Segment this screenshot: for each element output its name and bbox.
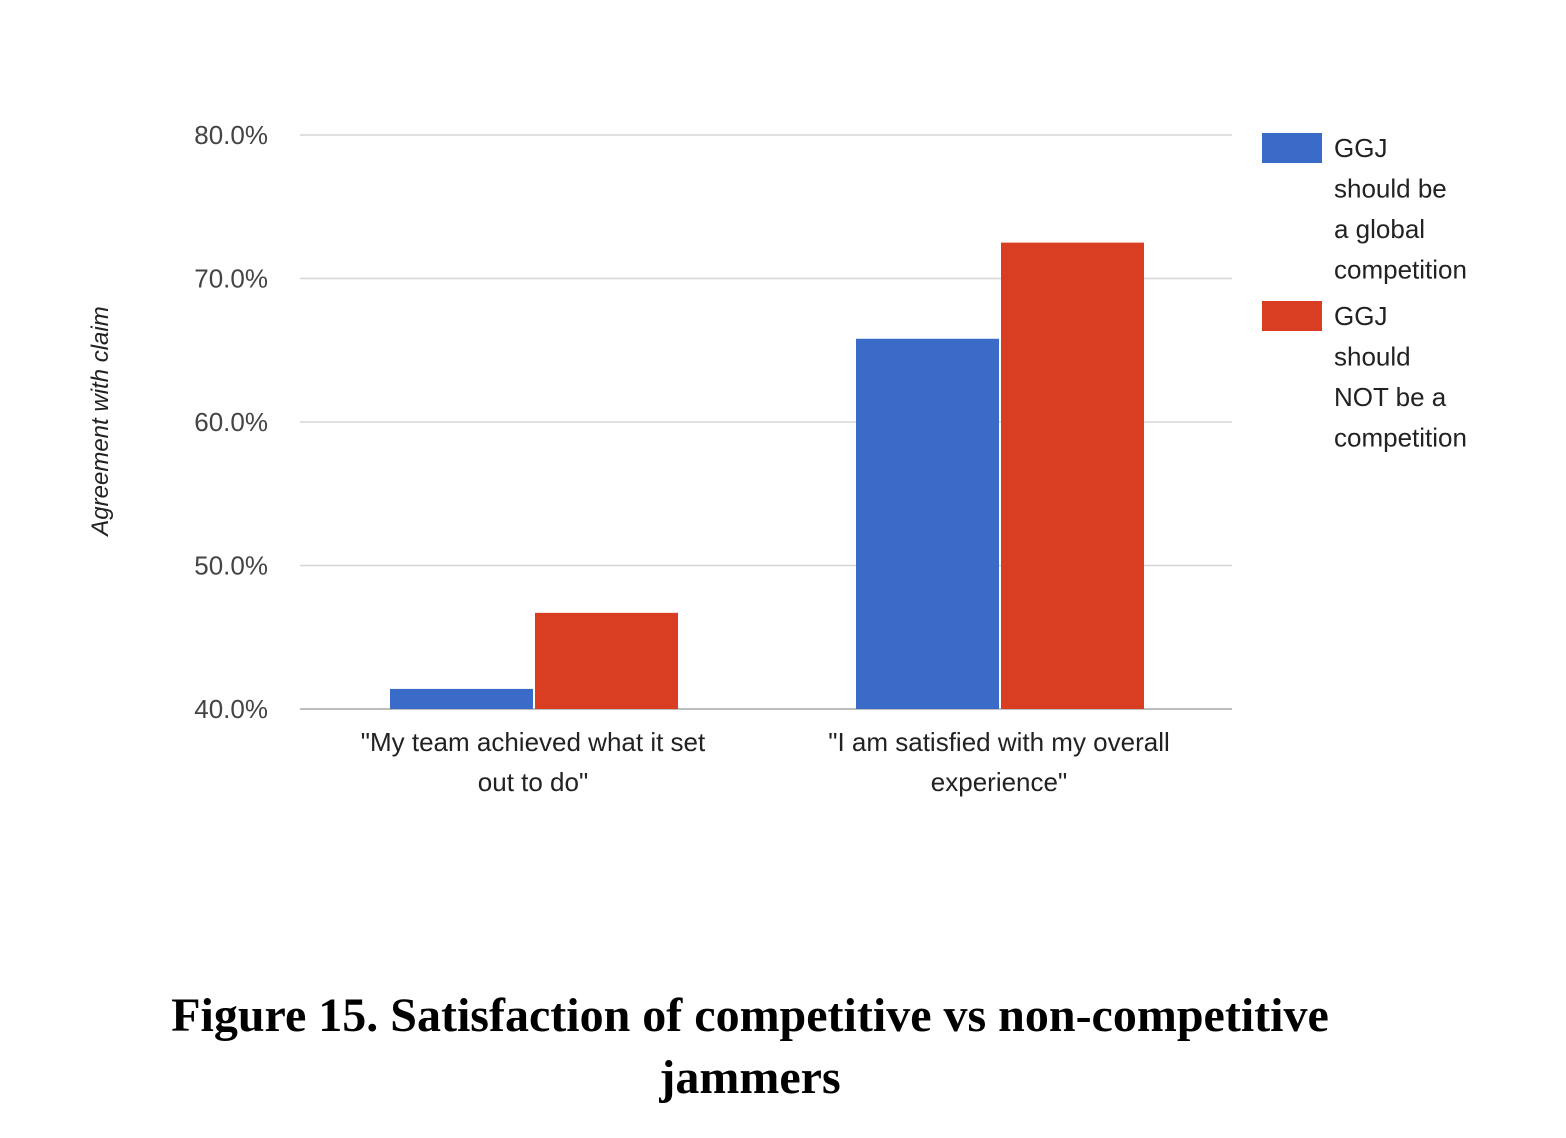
y-tick-label: 60.0% <box>194 407 268 437</box>
caption-line-1: Figure 15. Satisfaction of competitive v… <box>171 989 1329 1042</box>
bars <box>390 242 1144 709</box>
y-tick-label: 50.0% <box>194 551 268 581</box>
legend-label: competition <box>1334 255 1467 285</box>
bar-series2-cat2 <box>1001 242 1144 709</box>
legend-label: GGJ <box>1334 301 1387 331</box>
x-category-label: "My team achieved what it set <box>361 727 706 757</box>
figure-caption: Figure 15. Satisfaction of competitive v… <box>0 985 1500 1109</box>
bar-series1-cat1 <box>390 688 533 709</box>
y-tick-label: 80.0% <box>194 120 268 150</box>
legend-label: NOT be a <box>1334 382 1447 412</box>
y-axis-ticks: 40.0% 50.0% 60.0% 70.0% 80.0% <box>194 120 268 724</box>
bar-series1-cat2 <box>856 338 999 709</box>
y-axis-label: Agreement with claim <box>87 306 114 537</box>
legend-label: should be <box>1334 174 1447 204</box>
y-tick-label: 40.0% <box>194 694 268 724</box>
caption-line-2: jammers <box>659 1051 841 1104</box>
legend-label: should <box>1334 342 1411 372</box>
x-category-label: out to do" <box>478 767 588 797</box>
legend: GGJ should be a global competition GGJ should… <box>1262 133 1467 453</box>
legend-swatch <box>1262 301 1322 331</box>
y-tick-label: 70.0% <box>194 264 268 294</box>
bar-chart: 40.0% 50.0% 60.0% 70.0% 80.0% "My team achie… <box>87 120 1467 797</box>
bar-series2-cat1 <box>535 612 678 709</box>
x-axis-categories: "My team achieved what it set out to do" "… <box>361 727 1170 797</box>
legend-label: a global <box>1334 214 1425 244</box>
legend-label: competition <box>1334 423 1467 453</box>
legend-swatch <box>1262 133 1322 163</box>
x-category-label: "I am satisfied with my overall <box>828 727 1170 757</box>
legend-label: GGJ <box>1334 133 1387 163</box>
x-category-label: experience" <box>931 767 1067 797</box>
